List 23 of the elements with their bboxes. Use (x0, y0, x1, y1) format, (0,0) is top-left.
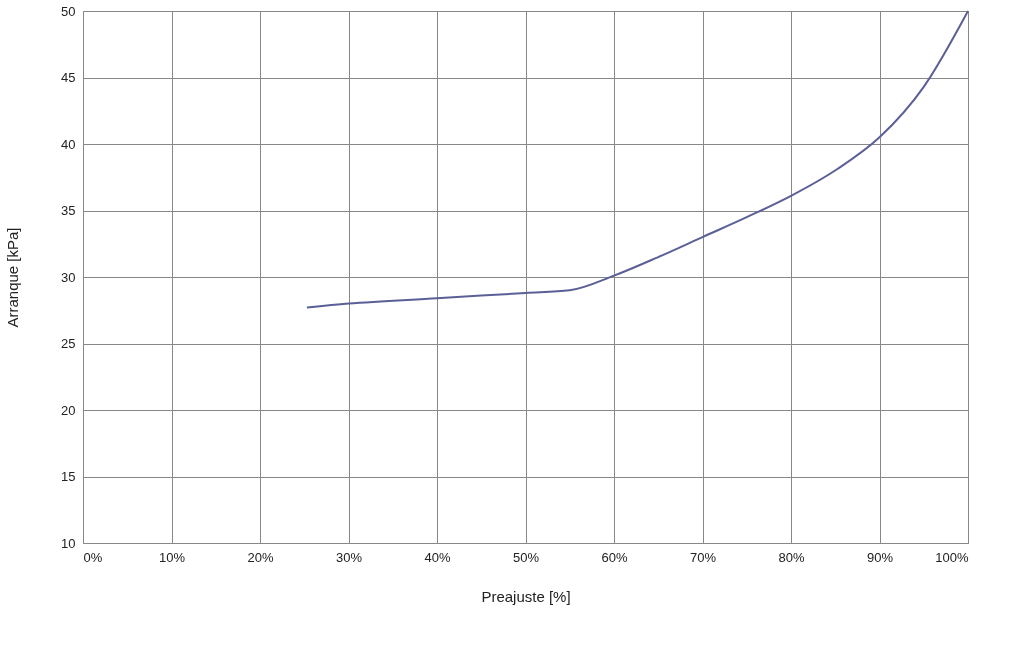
y-tick-label: 25 (61, 336, 76, 351)
x-tick-label: 80% (778, 549, 805, 565)
y-tick-label: 40 (61, 136, 76, 152)
x-axis-title: Preajuste [%] (481, 587, 571, 605)
x-tick-label: 70% (689, 549, 717, 565)
y-tick-label: 45 (61, 70, 76, 85)
y-axis-title: Arranque [kPa] (4, 227, 22, 328)
y-tick-label: 20 (61, 402, 76, 418)
x-tick-label: 40% (424, 549, 451, 565)
x-tick-label: 10% (158, 549, 186, 565)
y-tick-label: 50 (61, 3, 76, 19)
y-tick-label: 30 (61, 269, 76, 285)
y-tick-label: 15 (61, 469, 76, 484)
x-tick-label: 60% (601, 549, 628, 565)
x-tick-label: 90% (866, 549, 894, 565)
x-tick-label: 50% (512, 549, 540, 565)
x-tick-label: 30% (335, 549, 363, 565)
y-tick-label: 10 (61, 535, 76, 551)
line-series (305, 10, 969, 309)
x-tick-label: 20% (247, 549, 274, 565)
x-tick-label: 0% (83, 549, 103, 565)
x-tick-label: 100% (935, 549, 969, 565)
y-tick-label: 35 (61, 203, 76, 218)
